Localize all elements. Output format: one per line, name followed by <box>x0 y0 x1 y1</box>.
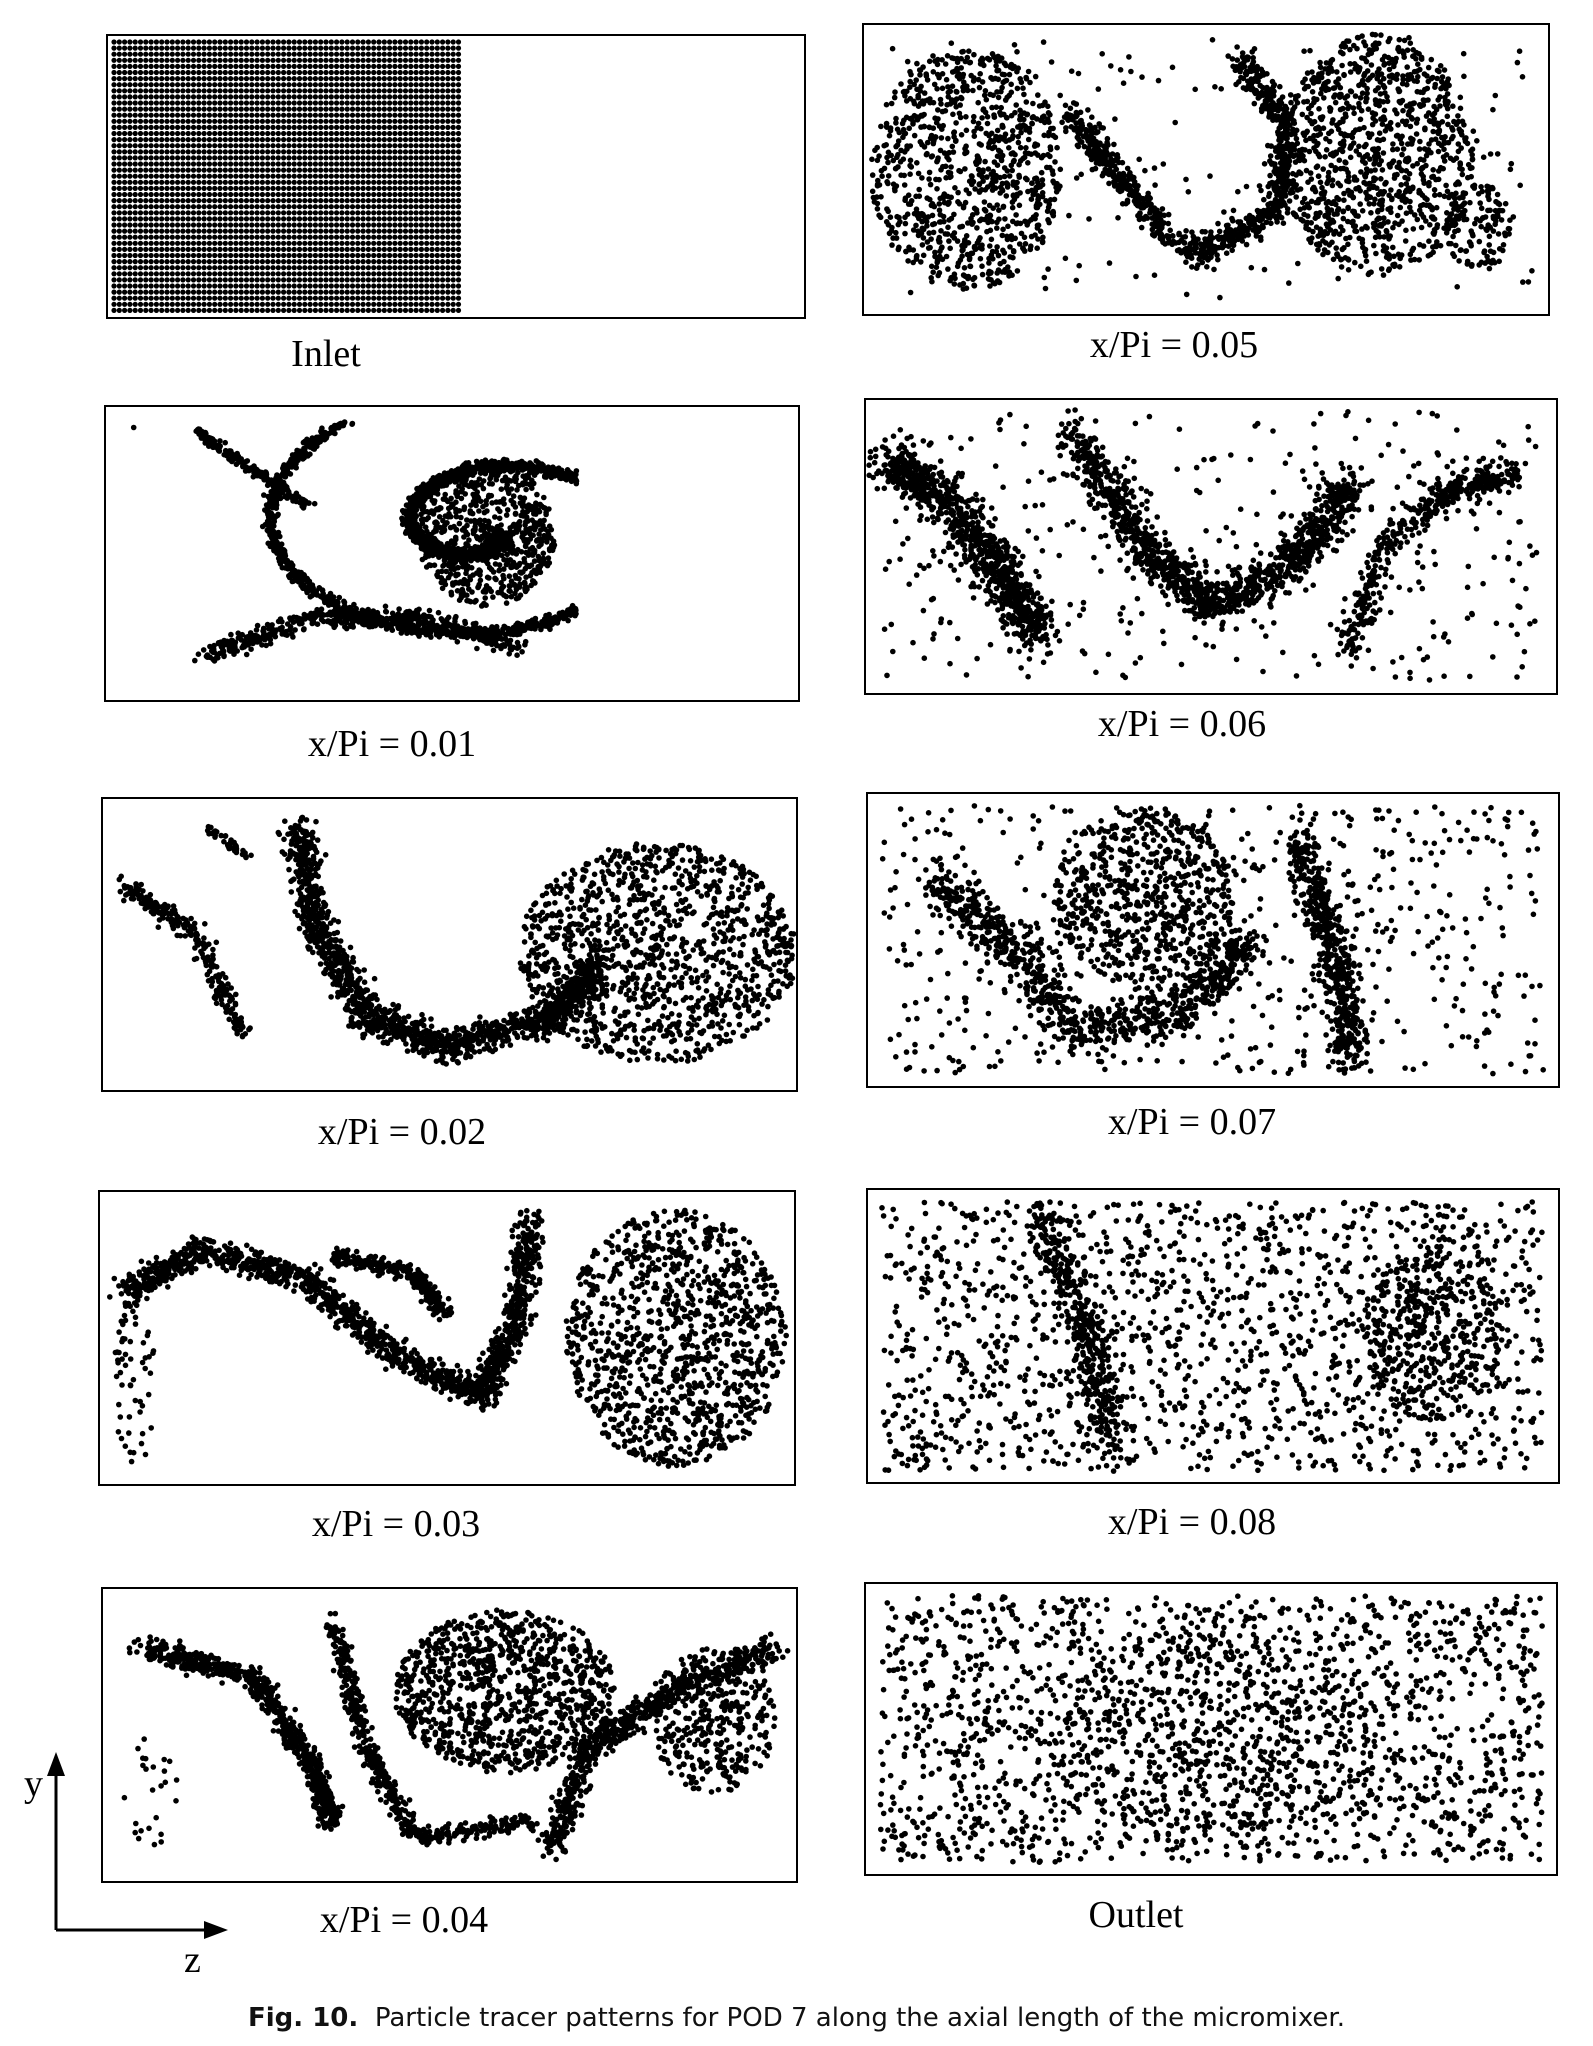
x002-particles <box>116 814 796 1067</box>
caption-number: Fig. 10. <box>248 2003 358 2033</box>
axes-indicator <box>47 1752 228 1939</box>
panel-x004 <box>101 1587 798 1883</box>
label-x007: x/Pi = 0.07 <box>1108 1100 1276 1144</box>
figure-caption: Fig. 10. Particle tracer patterns for PO… <box>0 2003 1593 2033</box>
panel-x007 <box>866 792 1560 1088</box>
panel-x003 <box>98 1190 796 1486</box>
panel-outlet <box>864 1582 1558 1876</box>
label-x002: x/Pi = 0.02 <box>318 1110 486 1154</box>
label-x005: x/Pi = 0.05 <box>1090 323 1258 367</box>
label-x004: x/Pi = 0.04 <box>320 1898 488 1942</box>
outlet-particles <box>877 1593 1545 1865</box>
x007-particles <box>879 802 1546 1077</box>
label-outlet: Outlet <box>1089 1893 1184 1937</box>
z-axis-arrowhead <box>204 1921 228 1939</box>
x004-particles <box>121 1607 791 1863</box>
panel-inlet <box>106 34 806 319</box>
y-axis-label: y <box>24 1762 43 1806</box>
caption-text: Particle tracer patterns for POD 7 along… <box>375 2003 1345 2033</box>
x006-particles <box>866 407 1540 683</box>
z-axis-label: z <box>184 1938 201 1982</box>
x008-particles <box>879 1199 1545 1474</box>
panel-x008 <box>866 1188 1560 1484</box>
panel-x006 <box>864 398 1558 695</box>
label-x003: x/Pi = 0.03 <box>312 1502 480 1546</box>
panel-x001 <box>104 405 800 702</box>
panel-x005 <box>862 23 1550 316</box>
label-x008: x/Pi = 0.08 <box>1108 1500 1276 1544</box>
label-x006: x/Pi = 0.06 <box>1098 702 1266 746</box>
x003-particles <box>107 1207 789 1469</box>
label-inlet: Inlet <box>291 332 361 376</box>
panel-x002 <box>101 797 798 1092</box>
y-axis-arrowhead <box>47 1752 65 1776</box>
inlet-particles <box>111 39 462 313</box>
label-x001: x/Pi = 0.01 <box>308 722 476 766</box>
x005-particles <box>869 31 1535 301</box>
x001-particles <box>130 419 580 664</box>
